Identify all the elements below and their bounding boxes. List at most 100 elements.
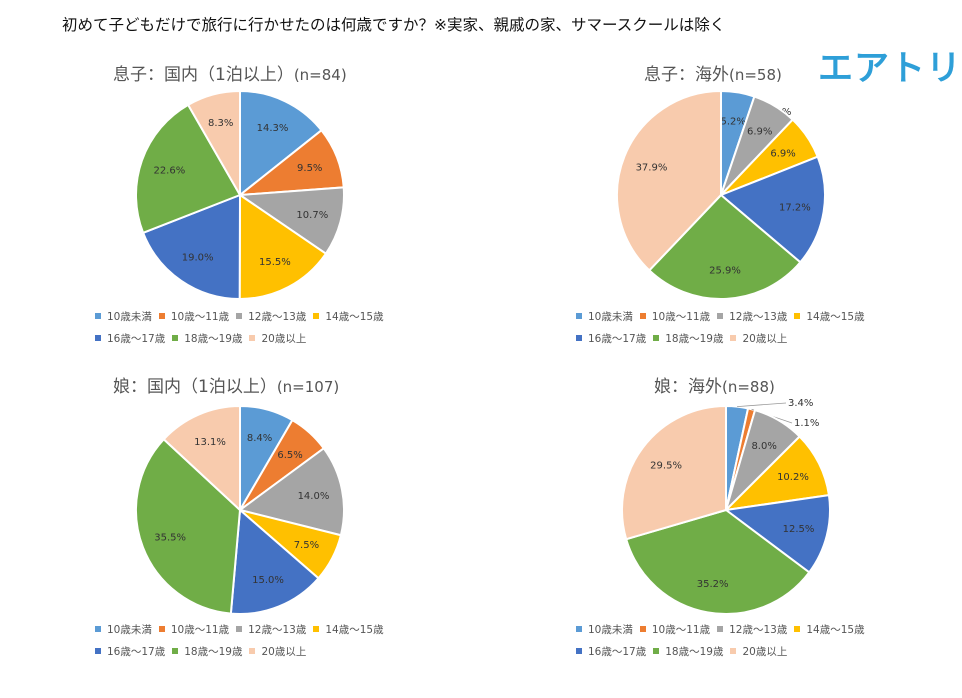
- sample-size: (n=88): [722, 378, 775, 396]
- legend-item: 10歳未満: [576, 309, 633, 324]
- data-label: 9.5%: [297, 163, 322, 174]
- data-label: 22.6%: [153, 166, 185, 177]
- legend-label: 18歳～19歳: [184, 645, 243, 658]
- legend-label: 10歳～11歳: [170, 623, 230, 636]
- legend-label: 12歳～13歳: [729, 623, 788, 636]
- legend-item: 16歳～17歳: [576, 644, 646, 659]
- legend-item: 14歳～15歳: [794, 622, 865, 637]
- chart-title-text: 息子：国内（1泊以上）: [113, 65, 294, 85]
- pie-slice: [647, 193, 802, 300]
- chart-title: 娘：国内（1泊以上）(n=107): [113, 372, 339, 397]
- legend-swatch: [717, 626, 724, 632]
- legend-swatch: [653, 335, 660, 341]
- data-label: 7.5%: [294, 540, 319, 551]
- data-label: 12.5%: [783, 524, 815, 535]
- legend-row: 16歳～17歳 18歳～19歳 20歳以上: [95, 640, 391, 662]
- legend-label: 20歳以上: [742, 332, 788, 345]
- pie-chart: 14.3% 9.5% 10.7% 15.5% 19.0% 22.6% 8.3%: [135, 89, 345, 301]
- legend-row: 10歳未満 10歳～11歳 12歳～13歳 14歳～15歳: [576, 305, 872, 327]
- legend-swatch: [717, 313, 724, 319]
- legend-label: 10歳未満: [588, 623, 633, 636]
- data-label: 19.0%: [182, 252, 214, 263]
- legend-item: 18歳～19歳: [172, 331, 242, 346]
- legend-item: 12歳～13歳: [236, 622, 306, 637]
- legend-label: 14歳～15歳: [806, 310, 865, 323]
- legend-label: 10歳～11歳: [651, 310, 711, 323]
- data-label: 25.9%: [709, 265, 741, 276]
- legend-row: 10歳未満 10歳～11歳 12歳～13歳 14歳～15歳: [576, 618, 872, 640]
- legend-label: 14歳～15歳: [325, 623, 384, 636]
- chart-panel-son-domestic: 息子：国内（1泊以上）(n=84) 14.3% 9.5% 10.7% 15.5% 19.…: [0, 45, 481, 375]
- legend-item: 10歳～11歳: [158, 309, 230, 324]
- legend-item: 14歳～15歳: [313, 309, 384, 324]
- legend-item: 16歳～17歳: [95, 331, 165, 346]
- chart-panel-son-overseas: 息子：海外(n=58) 5.2%0.0%6.9%6.9%17.2%25.9%37…: [481, 45, 962, 375]
- data-label: 3.4%: [788, 398, 813, 409]
- sample-size: (n=107): [276, 378, 340, 396]
- legend-item: 14歳～15歳: [794, 309, 865, 324]
- legend-label: 16歳～17歳: [588, 332, 647, 345]
- legend-label: 10歳～11歳: [170, 310, 230, 323]
- legend-swatch: [95, 335, 101, 341]
- pie-slice: [229, 507, 320, 615]
- legend-swatch: [576, 648, 582, 654]
- legend-item: 10歳～11歳: [639, 622, 710, 637]
- data-label: 13.1%: [194, 437, 226, 448]
- legend-swatch: [576, 335, 582, 341]
- legend-swatch: [158, 313, 165, 319]
- pie-slice: [616, 89, 722, 272]
- pie-slice: [723, 494, 831, 574]
- pie-slice: [135, 103, 242, 235]
- data-label: 35.5%: [154, 532, 186, 543]
- data-label: 6.9%: [747, 126, 772, 137]
- leader-line: [737, 402, 787, 407]
- chart-panel-daughter-domestic: 娘：国内（1泊以上）(n=107) 8.4% 6.5% 14.0% 7.5% 15.0%…: [0, 358, 481, 688]
- legend-swatch: [639, 313, 646, 319]
- chart-title: 息子：海外(n=58): [644, 60, 782, 85]
- data-label: 15.5%: [259, 257, 291, 268]
- pie-slice: [238, 193, 328, 300]
- pie-slice: [624, 508, 811, 615]
- sample-size: (n=84): [293, 66, 347, 84]
- legend-item: 18歳～19歳: [653, 331, 723, 346]
- legend-item: 10歳～11歳: [158, 622, 230, 637]
- legend-row: 16歳～17歳 18歳～19歳 20歳以上: [576, 327, 872, 349]
- data-label: 1.1%: [794, 418, 819, 429]
- chart-title-text: 娘：海外: [654, 377, 722, 397]
- legend-row: 10歳未満 10歳～11歳 12歳～13歳 14歳～15歳: [95, 618, 391, 640]
- chart-title: 娘：海外(n=88): [654, 372, 775, 397]
- legend-label: 14歳～15歳: [806, 623, 865, 636]
- legend-item: 16歳～17歳: [576, 331, 646, 346]
- data-label: 14.3%: [257, 123, 289, 134]
- legend-item: 10歳未満: [576, 622, 633, 637]
- legend-swatch: [653, 648, 660, 654]
- legend-item: 18歳～19歳: [653, 644, 723, 659]
- legend-item: 18歳～19歳: [172, 644, 242, 659]
- page-title: 初めて子どもだけで旅行に行かせたのは何歳ですか？※実家、親戚の家、サマースクール…: [62, 16, 726, 34]
- chart-legend: 10歳未満 10歳～11歳 12歳～13歳 14歳～15歳 16歳～17歳 18…: [576, 618, 872, 662]
- legend-swatch: [249, 335, 256, 341]
- legend-swatch: [95, 313, 101, 319]
- data-label: 5.2%: [720, 117, 745, 128]
- data-label: 37.9%: [636, 163, 668, 174]
- legend-label: 18歳～19歳: [665, 645, 724, 658]
- chart-title-text: 娘：国内（1泊以上）: [113, 377, 277, 397]
- legend-item: 14歳～15歳: [313, 622, 384, 637]
- pie-slice: [239, 89, 323, 198]
- pie-slice: [186, 89, 241, 199]
- legend-swatch: [172, 648, 179, 654]
- legend-label: 20歳以上: [261, 645, 307, 658]
- legend-item: 16歳～17歳: [95, 644, 165, 659]
- pie-slice: [135, 437, 242, 615]
- pie-slice: [141, 193, 242, 301]
- pie-slice: [237, 186, 345, 256]
- legend-item: 10歳～11歳: [639, 309, 711, 324]
- legend-swatch: [172, 335, 179, 341]
- legend-row: 10歳未満 10歳～11歳 12歳～13歳 14歳～15歳: [95, 305, 391, 327]
- legend-item: 12歳～13歳: [236, 309, 306, 324]
- data-label: 29.5%: [650, 461, 682, 472]
- chart-title-text: 息子：海外: [644, 65, 729, 85]
- pie-slice: [162, 404, 241, 513]
- legend-label: 10歳未満: [588, 310, 633, 323]
- chart-legend: 10歳未満 10歳～11歳 12歳～13歳 14歳～15歳 16歳～17歳 18…: [576, 305, 872, 349]
